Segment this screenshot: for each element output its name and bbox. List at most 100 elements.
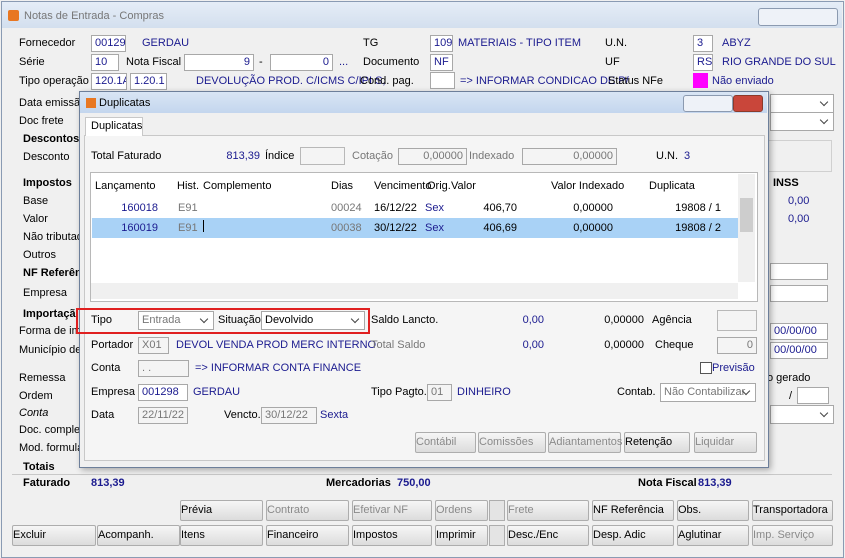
indexado-value[interactable]: 0,00000	[522, 148, 617, 165]
saldo-lancto-value: 0,00	[522, 314, 544, 326]
vencto-value[interactable]: 30/12/22	[261, 407, 317, 424]
conta: Conta	[91, 362, 121, 374]
rows: 0,00000	[573, 222, 613, 234]
tipo-pagto-code[interactable]: 01	[427, 384, 452, 401]
nota-fiscal-value[interactable]: 9	[184, 54, 254, 71]
nota-fiscal: Nota Fiscal	[638, 477, 697, 489]
serie-value[interactable]: 10	[91, 54, 119, 71]
scroll-thumb[interactable]	[740, 198, 753, 232]
tipo-operacao-cfop[interactable]: 1.20.1	[130, 73, 167, 90]
row2[interactable]: Financeiro	[266, 525, 349, 546]
un-name: ABYZ	[722, 37, 751, 49]
window-controls[interactable]	[758, 8, 838, 26]
row1[interactable]: Obs.	[677, 500, 749, 521]
status-nfe: Status NFe	[608, 75, 664, 87]
dropdown[interactable]	[770, 94, 834, 113]
input[interactable]	[770, 285, 828, 302]
row1[interactable]: Contrato	[266, 500, 349, 521]
buttons[interactable]: Contábil	[415, 432, 476, 453]
selected-row[interactable]	[92, 218, 738, 238]
data-value[interactable]: 22/11/22	[138, 407, 188, 424]
indexado: Indexado	[469, 150, 515, 162]
cond-pag-input[interactable]	[430, 72, 455, 89]
row1[interactable]: Transportadora	[752, 500, 833, 521]
un: U.N.	[605, 37, 627, 49]
fornecedor: Fornecedor	[19, 37, 76, 49]
h-scrollbar[interactable]	[91, 283, 738, 299]
columns: Lançamento	[95, 180, 156, 192]
row1[interactable]: Frete	[507, 500, 589, 521]
tg: TG	[363, 37, 379, 49]
tipo-operacao-code[interactable]: 120.1A	[91, 73, 127, 90]
buttons[interactable]: Liquidar	[694, 432, 757, 453]
columns: Complemento	[203, 180, 272, 192]
rows: 19808 / 1	[675, 202, 721, 214]
indice: Índice	[265, 150, 295, 162]
row2[interactable]: Acompanh.	[97, 525, 180, 546]
rows: 16/12/22	[374, 202, 417, 214]
row2[interactable]: Aglutinar	[677, 525, 749, 546]
documento-value[interactable]: NF	[430, 54, 453, 71]
text-cursor	[203, 220, 204, 232]
dropdown[interactable]	[770, 405, 834, 424]
saldo-lancto-indexado: 0,00000	[604, 314, 644, 326]
row2[interactable]: Imp. Serviço	[752, 525, 833, 546]
impostos: Impostos	[23, 177, 72, 189]
row1[interactable]: Efetivar NF	[352, 500, 432, 521]
row2[interactable]: Imprimir	[435, 525, 488, 546]
date2[interactable]: 00/00/00	[770, 342, 828, 359]
input[interactable]	[797, 387, 829, 404]
date1[interactable]: 00/00/00	[770, 323, 828, 340]
tg-code[interactable]: 109	[430, 35, 453, 52]
un-value: 3	[684, 150, 691, 162]
cotacao-value[interactable]: 0,00000	[398, 148, 467, 165]
row2[interactable]: Desc./Enc	[507, 525, 589, 546]
data-emissao: Data emissão	[19, 97, 87, 109]
contab-value[interactable]: Não Contabilizar	[660, 383, 756, 402]
portador-code[interactable]: X01	[138, 337, 169, 354]
empresa-name: GERDAU	[193, 386, 241, 398]
previsao-checkbox[interactable]	[700, 362, 712, 374]
row2[interactable]: Desp. Adic	[592, 525, 674, 546]
indice-input[interactable]	[300, 147, 345, 165]
buttons[interactable]: Adiantamentos	[548, 432, 622, 453]
nota-fiscal-value2[interactable]: 0	[270, 54, 333, 71]
tipo-value[interactable]: Entrada	[138, 311, 214, 330]
row2[interactable]: Itens	[180, 525, 263, 546]
tab[interactable]	[85, 117, 143, 136]
dialog-controls[interactable]	[683, 95, 733, 112]
tab: Duplicatas	[91, 120, 143, 132]
fornecedor-code[interactable]: 001298	[91, 35, 126, 52]
situacao-value[interactable]: Devolvido	[261, 311, 365, 330]
nota-fiscal: Nota Fiscal	[126, 56, 182, 68]
input[interactable]	[770, 263, 828, 280]
close-button[interactable]	[733, 95, 763, 112]
dropdown-arrow[interactable]	[489, 525, 505, 546]
inss-base: 0,00	[788, 195, 810, 207]
empresa-code[interactable]: 001298	[138, 384, 188, 401]
row2[interactable]: Excluir	[12, 525, 96, 546]
buttons[interactable]: Comissões	[478, 432, 546, 453]
un-code[interactable]: 3	[693, 35, 713, 52]
valor: Valor	[23, 213, 48, 225]
columns: Dias	[331, 180, 354, 192]
row1[interactable]: NF Referência	[592, 500, 674, 521]
agencia-input[interactable]	[717, 310, 757, 331]
buttons[interactable]: Retenção	[624, 432, 690, 453]
status-color	[693, 73, 708, 88]
row1[interactable]: Ordens	[435, 500, 488, 521]
conta-value[interactable]: . .	[138, 360, 189, 377]
title: Notas de Entrada - Compras	[24, 10, 165, 22]
row2[interactable]: Impostos	[352, 525, 432, 546]
cheque-value[interactable]: 0	[717, 337, 757, 354]
dropdown[interactable]	[770, 112, 834, 131]
dropdown-arrow[interactable]	[489, 500, 505, 521]
highlight-box	[76, 308, 370, 334]
total-saldo-indexado: 0,00000	[604, 339, 644, 351]
uf-code[interactable]: RS	[693, 54, 713, 71]
app-icon	[8, 10, 19, 21]
dialog-icon	[86, 98, 96, 108]
title: Totais	[23, 461, 55, 473]
row1[interactable]: Prévia	[180, 500, 263, 521]
total-faturado-value: 813,39	[226, 150, 260, 162]
